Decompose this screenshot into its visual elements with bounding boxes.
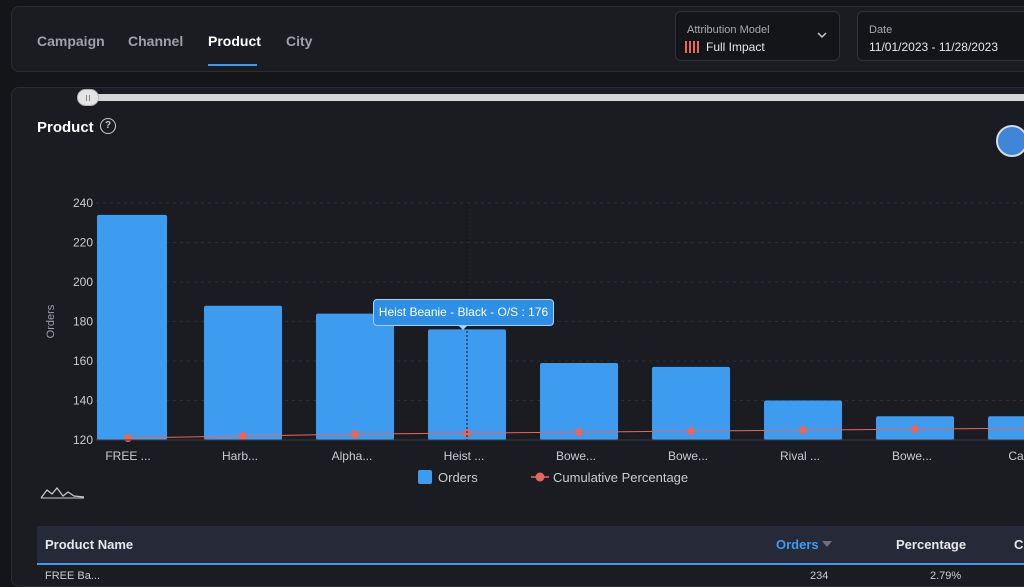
row-product-name: FREE Ba... <box>45 570 101 582</box>
tab-campaign[interactable]: Campaign <box>37 33 105 49</box>
panel-title: Product <box>37 119 94 136</box>
product-panel: Product <box>11 87 1024 587</box>
bars-icon <box>685 41 699 53</box>
attribution-model-value: Full Impact <box>706 40 765 54</box>
column-cumulative[interactable]: C <box>1014 537 1024 552</box>
column-orders[interactable]: Orders <box>776 537 819 552</box>
legend-orders-swatch[interactable] <box>418 470 432 484</box>
date-range-select[interactable]: Date 11/01/2023 - 11/28/2023 <box>857 11 1024 61</box>
active-tab-indicator <box>208 64 257 66</box>
zoom-slider-track[interactable] <box>88 94 1024 101</box>
attribution-model-select[interactable]: Attribution Model Full Impact <box>675 11 840 61</box>
legend-line-label[interactable]: Cumulative Percentage <box>553 470 689 485</box>
legend-orders-label[interactable]: Orders <box>438 470 478 485</box>
column-percentage[interactable]: Percentage <box>896 537 967 552</box>
date-label: Date <box>869 24 893 36</box>
chart-tooltip: Heist Beanie - Black - O/S : 176 <box>373 299 554 326</box>
tab-channel[interactable]: Channel <box>128 33 184 49</box>
attribution-model-label: Attribution Model <box>687 24 770 36</box>
sort-desc-icon[interactable] <box>822 541 832 548</box>
row-orders: 234 <box>810 570 829 582</box>
help-icon[interactable]: ? <box>100 118 116 134</box>
tooltip-arrow <box>458 325 468 330</box>
row-percentage: 2.79% <box>930 570 962 582</box>
tab-city[interactable]: City <box>286 33 313 49</box>
table-header <box>37 526 1024 565</box>
legend-line-swatch[interactable] <box>531 471 549 483</box>
top-bar <box>11 6 1024 72</box>
scroll-right-button[interactable] <box>996 125 1024 157</box>
tab-product[interactable]: Product <box>208 33 261 49</box>
zoom-slider-handle[interactable] <box>77 89 99 106</box>
column-product-name[interactable]: Product Name <box>45 537 134 552</box>
chevron-down-icon <box>817 32 827 39</box>
date-value: 11/01/2023 - 11/28/2023 <box>869 40 998 54</box>
sparkline-icon[interactable] <box>40 484 86 500</box>
